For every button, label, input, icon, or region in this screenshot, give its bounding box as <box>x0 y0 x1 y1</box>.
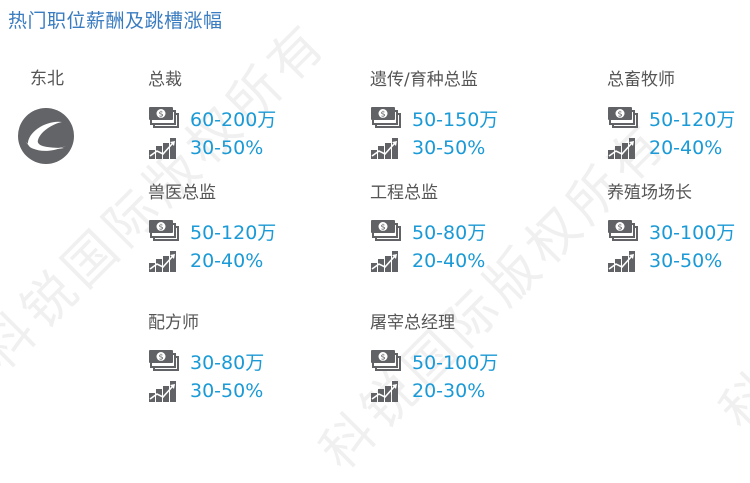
salary-value: 50-120万 <box>190 221 277 244</box>
job-card: 配方师 $ 30-80万 30-50% <box>148 308 348 418</box>
salary-row: $ 30-100万 <box>607 218 735 244</box>
raise-row: 20-40% <box>370 248 485 274</box>
company-logo-icon <box>18 108 74 164</box>
job-title: 总裁 <box>148 70 182 90</box>
raise-value: 30-50% <box>190 137 264 159</box>
job-title: 养殖场场长 <box>607 183 692 203</box>
money-icon: $ <box>608 220 638 241</box>
salary-value: 50-120万 <box>649 108 736 131</box>
raise-value: 20-40% <box>412 250 486 272</box>
money-icon: $ <box>149 220 179 241</box>
money-icon: $ <box>371 220 401 241</box>
job-card: 养殖场场长 $ 30-100万 30-50% <box>607 178 750 288</box>
job-card: 工程总监 $ 50-80万 20-40% <box>370 178 570 288</box>
job-title: 总畜牧师 <box>607 70 675 90</box>
page-title: 热门职位薪酬及跳槽涨幅 <box>8 10 223 32</box>
job-title: 工程总监 <box>370 183 438 203</box>
raise-row: 20-40% <box>148 248 263 274</box>
svg-text:$: $ <box>158 223 163 232</box>
raise-row: 30-50% <box>607 248 722 274</box>
job-card: 兽医总监 $ 50-120万 20-40% <box>148 178 348 288</box>
raise-row: 20-30% <box>370 378 485 404</box>
growth-chart-icon <box>371 251 398 272</box>
salary-row: $ 50-150万 <box>370 105 498 131</box>
salary-row: $ 50-80万 <box>370 218 486 244</box>
job-title: 遗传/育种总监 <box>370 70 478 90</box>
money-icon: $ <box>149 107 179 128</box>
svg-text:$: $ <box>617 110 622 119</box>
salary-value: 50-80万 <box>412 221 487 244</box>
salary-value: 50-100万 <box>412 351 499 374</box>
growth-chart-icon <box>149 381 176 402</box>
growth-chart-icon <box>608 138 635 159</box>
raise-row: 30-50% <box>148 378 263 404</box>
svg-text:$: $ <box>380 110 385 119</box>
job-title: 屠宰总经理 <box>370 313 455 333</box>
growth-chart-icon <box>608 251 635 272</box>
raise-value: 20-40% <box>190 250 264 272</box>
salary-row: $ 50-120万 <box>148 218 276 244</box>
money-icon: $ <box>371 350 401 371</box>
region-label: 东北 <box>30 69 64 89</box>
growth-chart-icon <box>371 138 398 159</box>
salary-value: 30-80万 <box>190 351 265 374</box>
salary-value: 60-200万 <box>190 108 277 131</box>
growth-chart-icon <box>149 138 176 159</box>
svg-text:$: $ <box>617 223 622 232</box>
salary-row: $ 30-80万 <box>148 348 264 374</box>
job-title: 兽医总监 <box>148 183 216 203</box>
raise-value: 20-40% <box>649 137 723 159</box>
job-card: 遗传/育种总监 $ 50-150万 30-50% <box>370 65 570 175</box>
raise-row: 20-40% <box>607 135 722 161</box>
money-icon: $ <box>608 107 638 128</box>
job-card: 总裁 $ 60-200万 30-50% <box>148 65 348 175</box>
raise-row: 30-50% <box>148 135 263 161</box>
svg-text:$: $ <box>380 353 385 362</box>
salary-row: $ 50-120万 <box>607 105 735 131</box>
svg-text:$: $ <box>158 353 163 362</box>
raise-row: 30-50% <box>370 135 485 161</box>
svg-text:$: $ <box>158 110 163 119</box>
raise-value: 30-50% <box>190 380 264 402</box>
salary-value: 50-150万 <box>412 108 499 131</box>
svg-text:$: $ <box>380 223 385 232</box>
raise-value: 20-30% <box>412 380 486 402</box>
salary-row: $ 50-100万 <box>370 348 498 374</box>
job-card: 总畜牧师 $ 50-120万 20-40% <box>607 65 750 175</box>
salary-value: 30-100万 <box>649 221 736 244</box>
money-icon: $ <box>149 350 179 371</box>
job-title: 配方师 <box>148 313 199 333</box>
growth-chart-icon <box>149 251 176 272</box>
money-icon: $ <box>371 107 401 128</box>
job-card: 屠宰总经理 $ 50-100万 20-30% <box>370 308 570 418</box>
raise-value: 30-50% <box>649 250 723 272</box>
growth-chart-icon <box>371 381 398 402</box>
raise-value: 30-50% <box>412 137 486 159</box>
salary-row: $ 60-200万 <box>148 105 276 131</box>
